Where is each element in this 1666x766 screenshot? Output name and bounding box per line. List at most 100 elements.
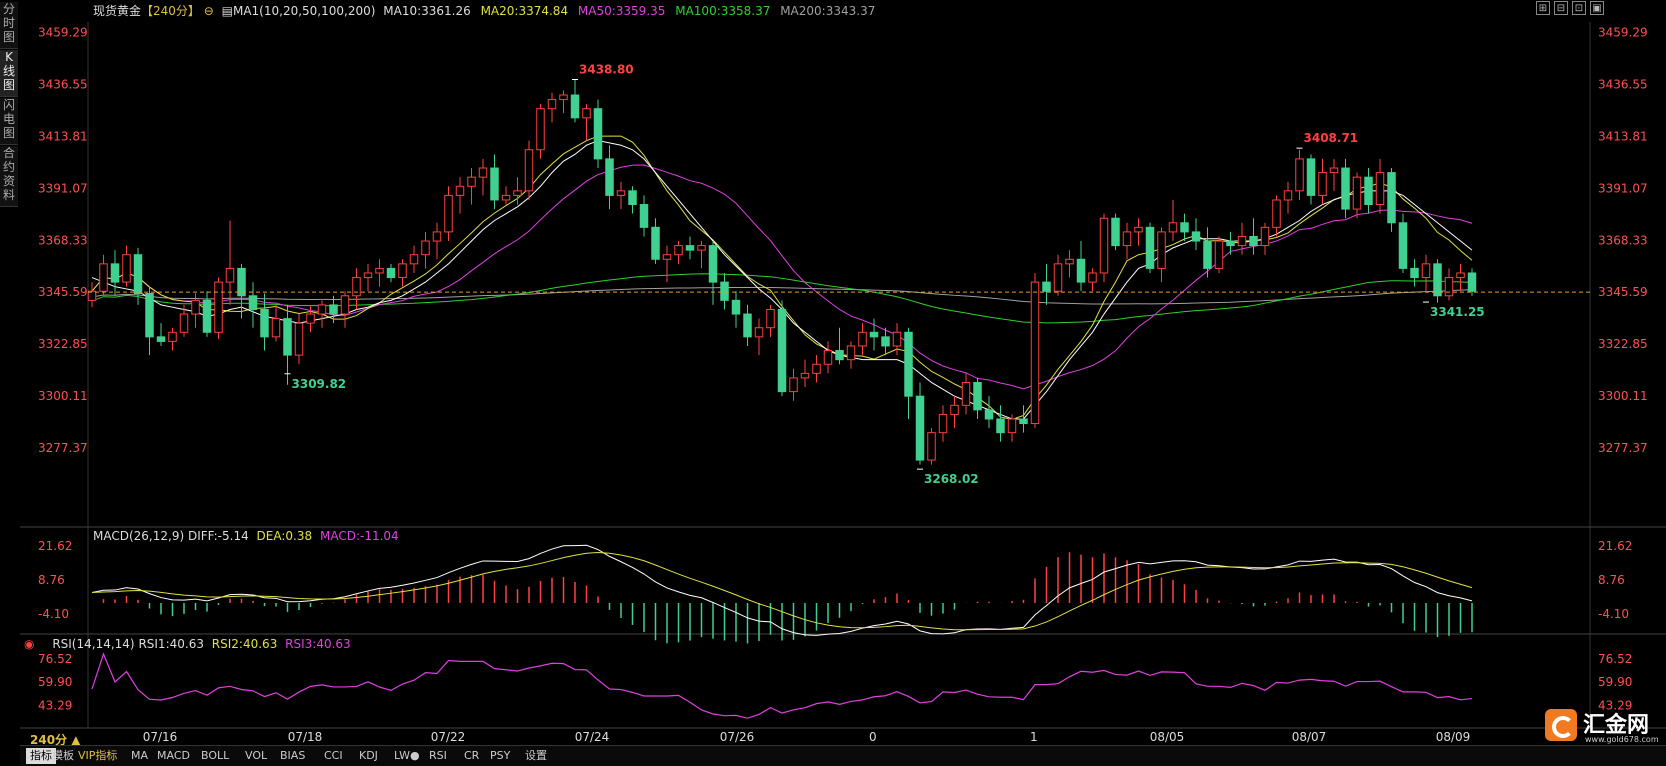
settings-icon[interactable]: ⊖ [203,4,214,18]
candle-body[interactable] [133,254,143,295]
candle-body[interactable] [421,240,430,256]
indicator-tab-vip[interactable]: VIP指标 [78,749,118,762]
indicator-tab-cr[interactable]: CR [464,749,480,762]
candle-body[interactable] [386,267,396,279]
candle-body[interactable] [1019,418,1028,425]
candle-body[interactable] [145,293,154,338]
candle-body[interactable] [168,331,177,342]
candle-body[interactable] [789,377,798,393]
candle-body[interactable] [984,409,994,420]
candle-body[interactable] [478,167,488,178]
candle-body[interactable] [1191,231,1201,242]
candle-body[interactable] [1122,231,1132,247]
candle-body[interactable] [329,304,338,315]
candle-body[interactable] [1410,267,1419,279]
window-button-4[interactable]: ▣ [1590,1,1604,15]
candle-body[interactable] [513,190,522,196]
candle-body[interactable] [1030,281,1040,425]
candle-body[interactable] [869,331,879,338]
candle-body[interactable] [501,194,511,201]
candle-body[interactable] [881,336,890,347]
candle-body[interactable] [858,331,867,347]
sidetab-kline[interactable]: K线图 [0,50,18,97]
candle-body[interactable] [1180,222,1189,233]
candle-body[interactable] [1398,222,1408,269]
candle-body[interactable] [1329,167,1339,174]
candle-body[interactable] [743,313,752,338]
candle-body[interactable] [271,318,281,338]
candle-body[interactable] [248,295,258,310]
candle-body[interactable] [1053,263,1063,292]
candle-body[interactable] [1283,190,1293,201]
sidetab-timeshare[interactable]: 分时图 [0,2,18,49]
candle-body[interactable] [99,263,108,292]
indicator-tab-[interactable]: 指标 [26,748,56,764]
ma-icon[interactable]: ▤ [221,4,233,18]
candle-body[interactable] [823,350,833,365]
candle-body[interactable] [547,99,557,110]
candle-body[interactable] [628,190,637,206]
indicator-tab-kdj[interactable]: KDJ [359,749,378,762]
candle-body[interactable] [1260,226,1270,247]
candle-body[interactable] [950,404,959,415]
rsi-settings-icon[interactable]: ◉ [24,637,35,651]
candle-body[interactable] [375,267,384,274]
candle-body[interactable] [317,304,327,315]
indicator-tab-rsi[interactable]: RSI [429,749,447,762]
candle-body[interactable] [444,194,453,233]
macd-panel[interactable] [91,544,1473,644]
candle-body[interactable] [1341,167,1350,210]
candle-body[interactable] [892,331,902,347]
indicator-tab-[interactable]: 设置 [525,749,547,762]
candle-body[interactable] [582,108,591,119]
candle-body[interactable] [835,350,844,361]
candle-body[interactable] [731,299,741,315]
candle-body[interactable] [260,308,269,338]
candle-body[interactable] [352,277,361,297]
indicator-tab-macd[interactable]: MACD [157,749,190,762]
candle-body[interactable] [455,185,465,196]
candle-body[interactable] [961,381,971,406]
candle-body[interactable] [156,336,166,342]
indicator-tab-lw[interactable]: LW● [394,749,420,762]
candle-body[interactable] [593,108,603,160]
candle-body[interactable] [616,190,626,196]
candle-body[interactable] [1421,263,1431,279]
candle-body[interactable] [179,313,189,333]
candle-body[interactable] [1249,235,1258,247]
window-button-1[interactable]: ⊞ [1536,1,1550,15]
candle-body[interactable] [651,226,660,260]
candle-body[interactable] [409,254,419,265]
indicator-tab-boll[interactable]: BOLL [201,749,230,762]
candle-body[interactable] [340,295,350,315]
candle-body[interactable] [1306,158,1316,196]
candle-body[interactable] [559,94,568,101]
candle-body[interactable] [490,167,499,201]
candle-body[interactable] [1433,263,1442,297]
window-button-3[interactable]: ⊡ [1572,1,1586,15]
candle-body[interactable] [202,299,212,333]
candle-body[interactable] [536,108,545,151]
candle-body[interactable] [467,176,476,187]
candle-body[interactable] [1456,272,1465,279]
period-selector[interactable]: 240分 ▲ [30,733,81,747]
candle-body[interactable] [225,267,235,283]
candle-body[interactable] [1387,172,1396,224]
candle-body[interactable] [570,94,580,119]
candle-body[interactable] [973,381,982,411]
candle-body[interactable] [191,299,200,315]
candle-body[interactable] [1467,272,1477,292]
candle-body[interactable] [1076,258,1086,283]
indicator-tab-bias[interactable]: BIAS [280,749,306,762]
candle-body[interactable] [812,363,821,374]
candle-body[interactable] [1444,277,1454,297]
candle-body[interactable] [927,432,936,461]
candle-body[interactable] [432,231,442,242]
candle-body[interactable] [720,281,729,301]
candle-body[interactable] [1364,176,1373,206]
indicator-tab-psy[interactable]: PSY [490,749,511,762]
candle-body[interactable] [708,245,718,283]
candle-body[interactable] [283,318,292,356]
period-tag[interactable]: 【240分】 [141,4,200,18]
